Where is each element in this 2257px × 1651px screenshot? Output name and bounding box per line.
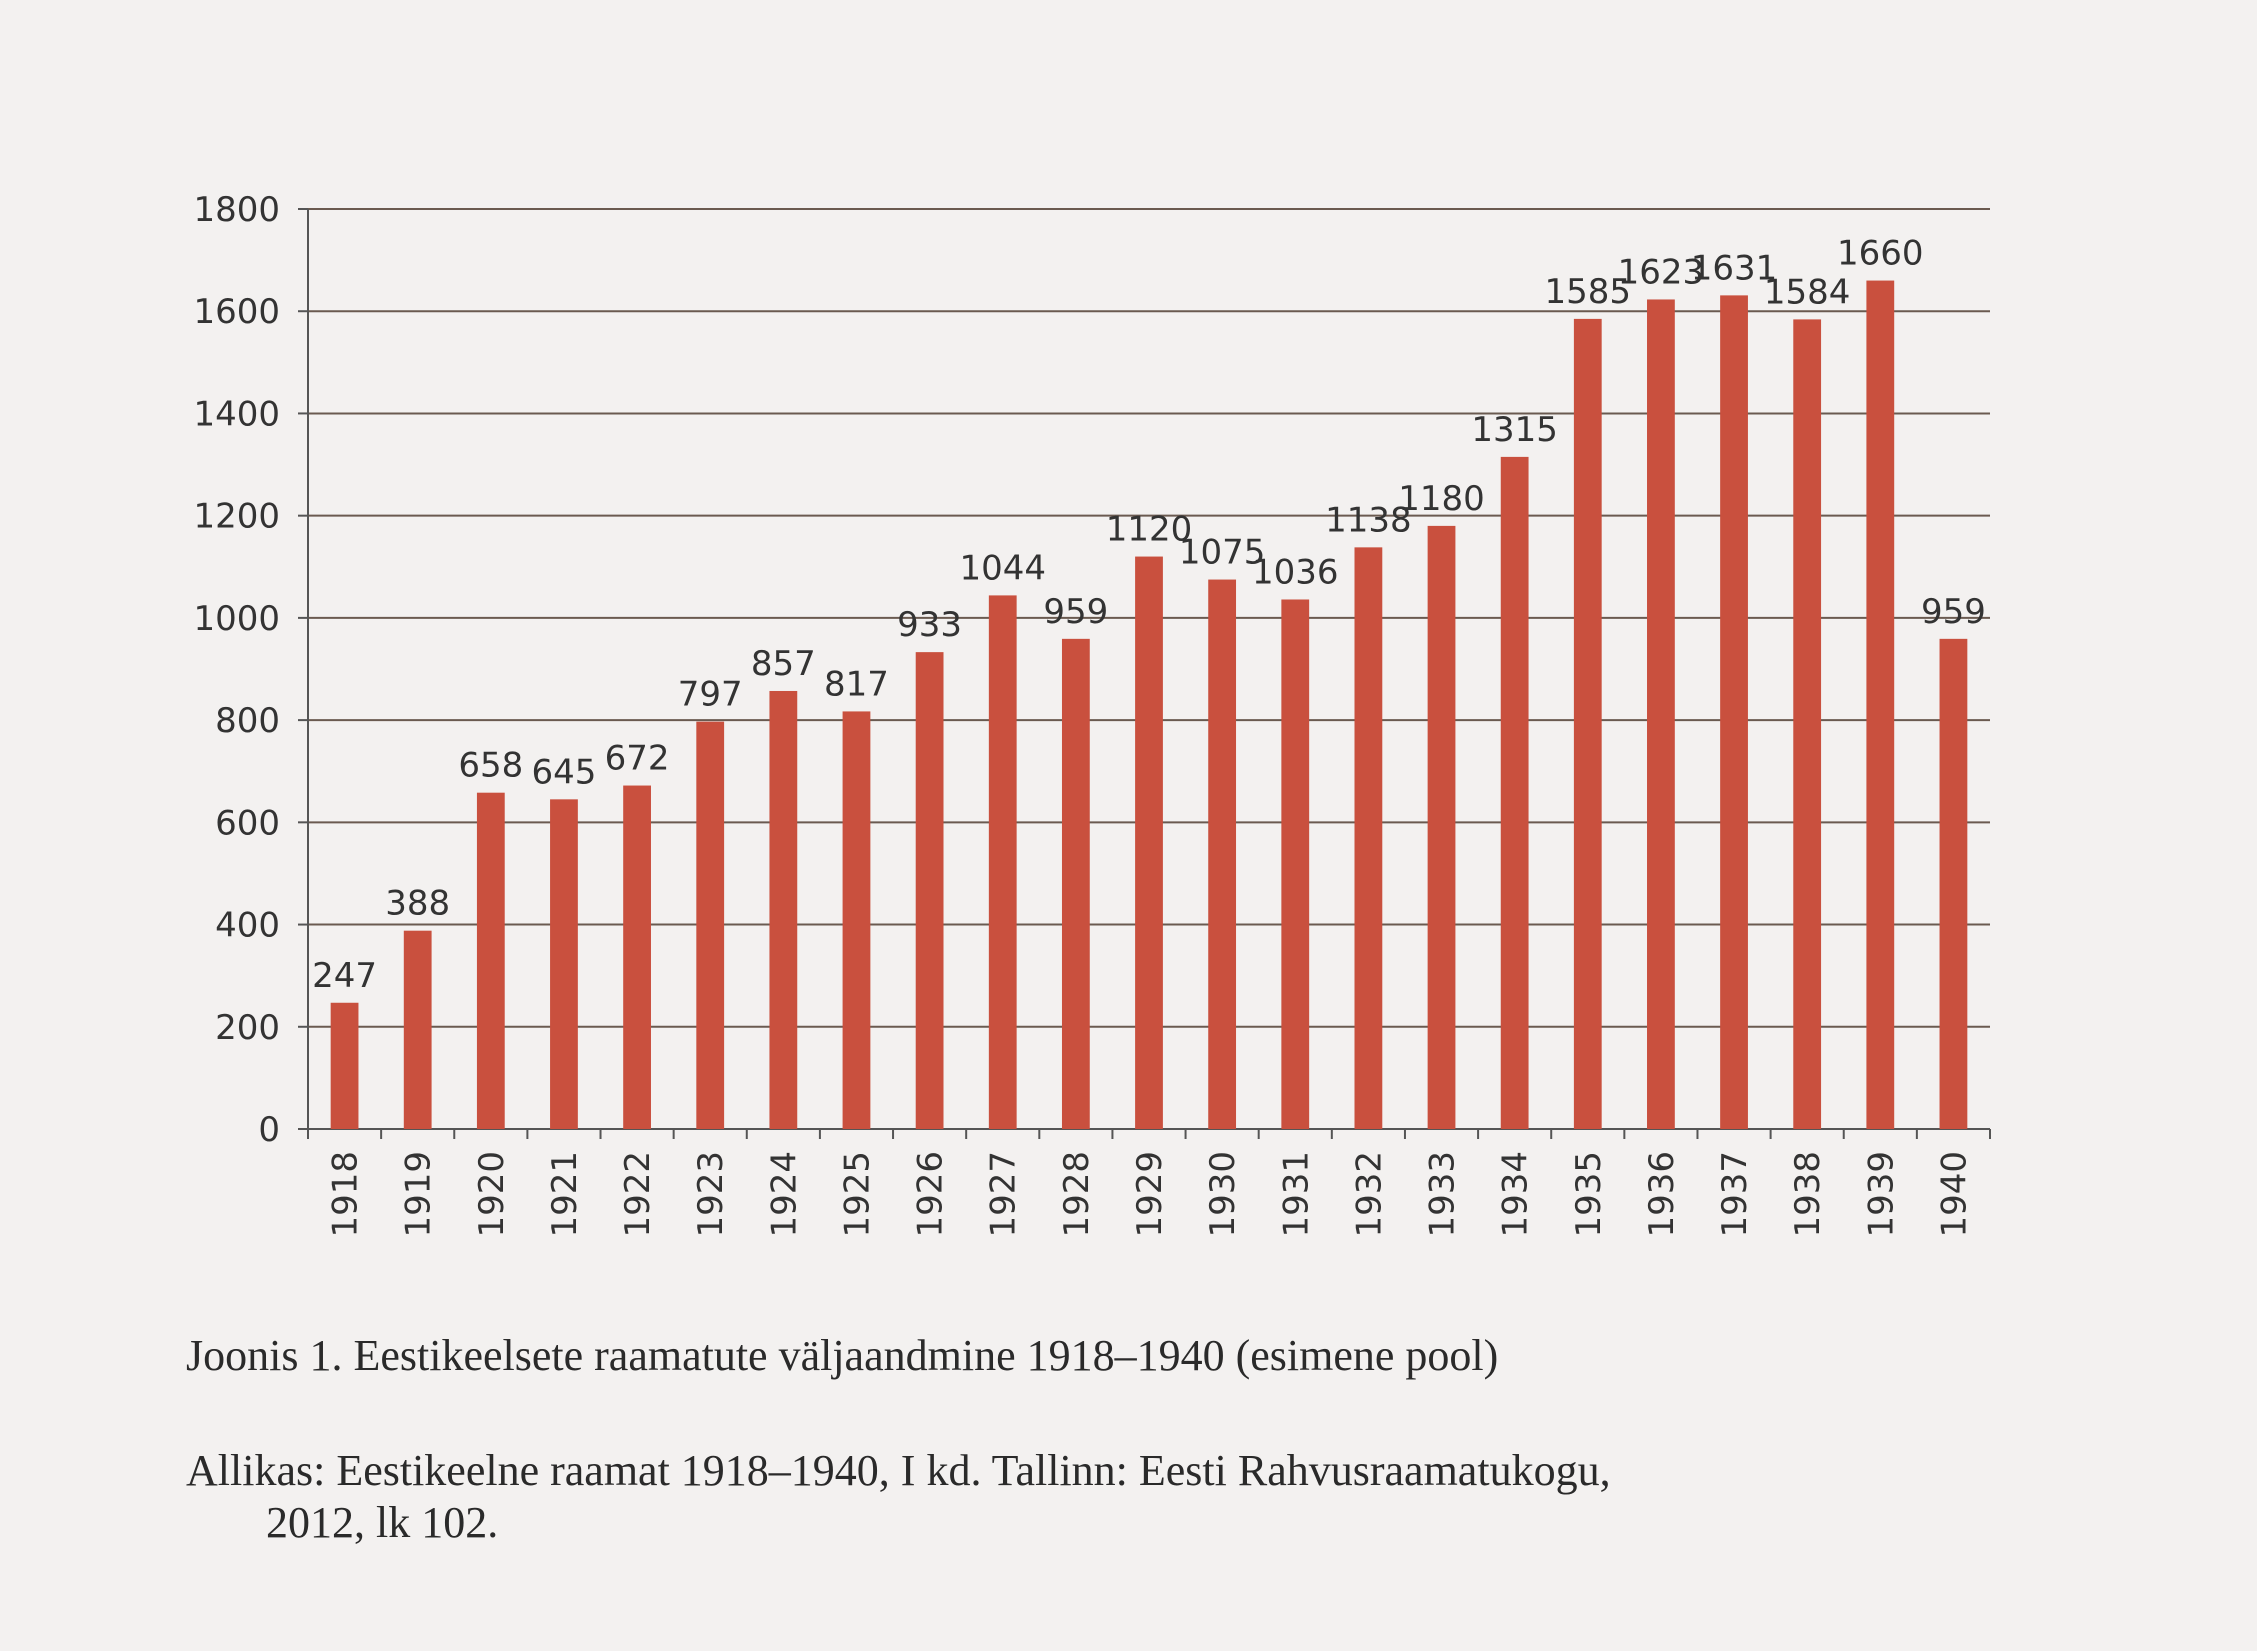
source-caption: Allikas: Eestikeelne raamat 1918–1940, I… bbox=[186, 1445, 1611, 1549]
x-tick-label: 1930 bbox=[1203, 1151, 1243, 1238]
data-label: 1036 bbox=[1252, 552, 1339, 592]
data-label: 817 bbox=[824, 664, 889, 704]
bar bbox=[769, 690, 798, 1129]
y-tick-label: 1800 bbox=[193, 190, 280, 230]
bar bbox=[915, 652, 944, 1129]
x-tick-label: 1932 bbox=[1349, 1151, 1389, 1238]
x-tick-label: 1936 bbox=[1642, 1151, 1682, 1238]
data-label: 658 bbox=[458, 746, 523, 786]
x-tick-label: 1933 bbox=[1423, 1151, 1463, 1238]
bar bbox=[476, 792, 505, 1129]
x-tick-label: 1918 bbox=[326, 1151, 366, 1238]
bar-chart: 0 200 400 600 800 1000 1200 1400 1600 1800 247 1918… bbox=[193, 190, 1991, 1238]
x-tick-label: 1931 bbox=[1276, 1151, 1316, 1238]
bar bbox=[1354, 547, 1383, 1129]
y-tick-label: 400 bbox=[215, 906, 280, 946]
source-line-1: Allikas: Eestikeelne raamat 1918–1940, I… bbox=[186, 1446, 1611, 1495]
bar bbox=[1427, 525, 1456, 1129]
data-label: 1044 bbox=[959, 548, 1046, 588]
figure-caption: Joonis 1. Eestikeelsete raamatute väljaa… bbox=[186, 1331, 1499, 1380]
x-tick-label: 1934 bbox=[1496, 1151, 1536, 1238]
y-tick-label: 0 bbox=[258, 1110, 280, 1150]
bar bbox=[988, 595, 1017, 1129]
data-label: 857 bbox=[751, 644, 816, 684]
bar bbox=[1793, 319, 1822, 1129]
bar bbox=[842, 711, 871, 1129]
bar bbox=[1939, 638, 1968, 1129]
x-tick-label: 1926 bbox=[911, 1151, 951, 1238]
data-label: 1120 bbox=[1106, 510, 1193, 550]
x-tick-label: 1920 bbox=[472, 1151, 512, 1238]
bar bbox=[696, 721, 725, 1129]
x-tick-label: 1939 bbox=[1861, 1151, 1901, 1238]
bar bbox=[1135, 556, 1163, 1129]
data-label: 1180 bbox=[1398, 479, 1485, 519]
bar bbox=[1573, 318, 1602, 1129]
x-tick-label: 1929 bbox=[1130, 1151, 1170, 1238]
y-tick-label: 1400 bbox=[193, 394, 280, 434]
y-tick-label: 200 bbox=[215, 1008, 280, 1048]
data-label: 645 bbox=[532, 752, 597, 792]
data-label: 1660 bbox=[1837, 234, 1924, 274]
data-label: 797 bbox=[678, 675, 743, 715]
bar bbox=[1866, 280, 1895, 1129]
data-label: 247 bbox=[312, 956, 377, 996]
x-tick-label: 1935 bbox=[1569, 1151, 1609, 1238]
x-tick-label: 1928 bbox=[1057, 1151, 1097, 1238]
data-label: 1623 bbox=[1618, 252, 1705, 292]
data-label: 1315 bbox=[1471, 410, 1558, 450]
y-tick-label: 600 bbox=[215, 803, 280, 843]
bar bbox=[1720, 295, 1748, 1129]
data-label: 388 bbox=[385, 884, 450, 924]
bar bbox=[1500, 456, 1529, 1129]
bar bbox=[623, 785, 651, 1129]
x-tick-label: 1938 bbox=[1788, 1151, 1828, 1238]
x-tick-label: 1919 bbox=[399, 1151, 439, 1238]
bar bbox=[1208, 579, 1237, 1129]
y-tick-label: 1000 bbox=[193, 599, 280, 639]
bar bbox=[403, 930, 432, 1129]
x-tick-label: 1922 bbox=[618, 1151, 658, 1238]
x-tick-label: 1923 bbox=[691, 1151, 731, 1238]
x-tick-label: 1925 bbox=[837, 1151, 877, 1238]
data-label: 672 bbox=[605, 739, 670, 779]
data-label: 1075 bbox=[1179, 533, 1266, 573]
bar bbox=[550, 799, 578, 1129]
x-tick-label: 1924 bbox=[764, 1151, 804, 1238]
x-tick-label: 1940 bbox=[1934, 1151, 1974, 1238]
data-label: 959 bbox=[1043, 592, 1108, 632]
bar bbox=[1281, 599, 1310, 1129]
source-line-2: 2012, lk 102. bbox=[266, 1498, 499, 1547]
y-tick-label: 1200 bbox=[193, 497, 280, 537]
y-tick-label: 1600 bbox=[193, 292, 280, 332]
data-label: 959 bbox=[1921, 592, 1986, 632]
data-label: 933 bbox=[897, 605, 962, 645]
x-tick-label: 1927 bbox=[984, 1151, 1024, 1238]
bar bbox=[1061, 638, 1090, 1129]
data-label: 1585 bbox=[1545, 272, 1632, 312]
data-label: 1138 bbox=[1325, 500, 1412, 540]
bar bbox=[330, 1002, 359, 1129]
y-tick-label: 800 bbox=[215, 701, 280, 741]
data-label: 1631 bbox=[1691, 248, 1778, 288]
x-tick-label: 1937 bbox=[1715, 1151, 1755, 1238]
bar bbox=[1647, 299, 1675, 1129]
data-label: 1584 bbox=[1764, 272, 1851, 312]
x-tick-label: 1921 bbox=[545, 1151, 585, 1238]
